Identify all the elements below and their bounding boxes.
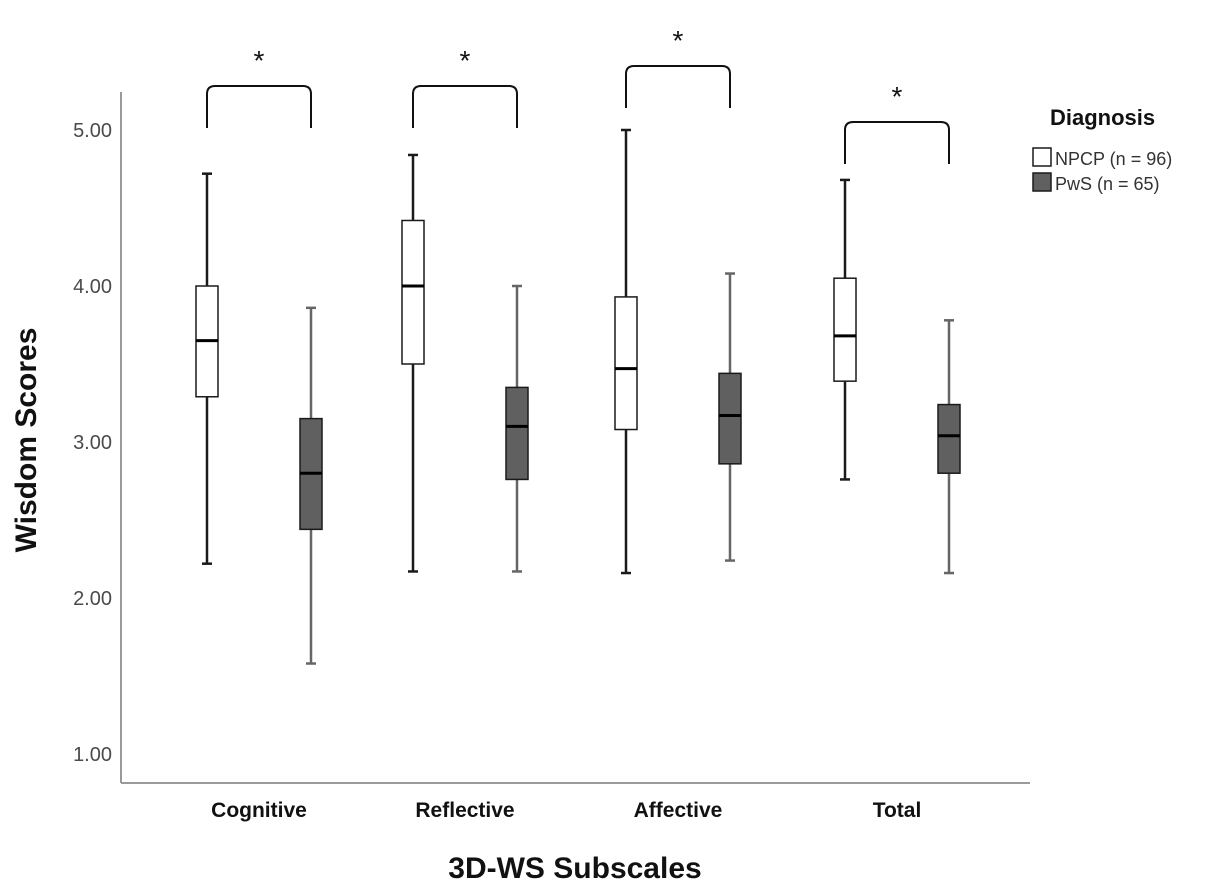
box-npcp-total (833, 178, 857, 481)
bracket-line (412, 85, 518, 128)
significance-bracket-reflective: * (412, 45, 518, 128)
significance-bracket-affective: * (625, 25, 731, 108)
box-groups (195, 128, 961, 665)
significance-brackets: * * * * (206, 25, 950, 164)
bracket-line (625, 65, 731, 108)
significance-star: * (673, 25, 684, 56)
significance-star: * (892, 81, 903, 112)
iqr-box (401, 219, 425, 365)
y-tick-label: 5.00 (73, 120, 112, 142)
category-label: Affective (634, 799, 723, 822)
y-tick-label: 2.00 (73, 588, 112, 610)
box-group-reflective (401, 153, 529, 573)
plot-area: 1.00 2.00 3.00 4.00 5.00 * * * * Cognitive Refle… (73, 25, 1030, 822)
y-tick-label: 1.00 (73, 744, 112, 766)
legend-label-pws: PwS (n = 65) (1055, 174, 1160, 194)
y-tick-labels: 1.00 2.00 3.00 4.00 5.00 (73, 120, 112, 766)
box-group-total (833, 178, 961, 575)
box-pws-reflective (505, 284, 529, 573)
box-pws-total (937, 319, 961, 575)
iqr-box (718, 372, 742, 465)
iqr-box (505, 386, 529, 481)
significance-star: * (460, 45, 471, 76)
legend-label-npcp: NPCP (n = 96) (1055, 149, 1172, 169)
legend: Diagnosis NPCP (n = 96) PwS (n = 65) (1032, 105, 1172, 194)
significance-bracket-cognitive: * (206, 45, 312, 128)
box-pws-affective (718, 272, 742, 562)
legend-swatch-npcp (1032, 147, 1052, 167)
iqr-box (614, 296, 638, 431)
box-npcp-affective (614, 128, 638, 575)
y-tick-label: 3.00 (73, 432, 112, 454)
category-labels: Cognitive Reflective Affective Total (211, 799, 921, 822)
legend-title: Diagnosis (1050, 105, 1155, 130)
box-pws-cognitive (299, 306, 323, 665)
y-axis-title: Wisdom Scores (10, 328, 43, 553)
bracket-line (844, 121, 950, 164)
category-label: Reflective (415, 799, 514, 822)
significance-bracket-total: * (844, 81, 950, 164)
x-axis-title: 3D-WS Subscales (448, 852, 701, 885)
iqr-box (833, 277, 857, 382)
category-label: Cognitive (211, 799, 307, 822)
bracket-line (206, 85, 312, 128)
box-npcp-reflective (401, 153, 425, 573)
iqr-box (937, 403, 961, 474)
box-npcp-cognitive (195, 172, 219, 565)
legend-swatch-pws (1032, 172, 1052, 192)
category-label: Total (873, 799, 922, 822)
significance-star: * (254, 45, 265, 76)
y-tick-label: 4.00 (73, 276, 112, 298)
box-group-affective (614, 128, 742, 575)
box-group-cognitive (195, 172, 323, 665)
